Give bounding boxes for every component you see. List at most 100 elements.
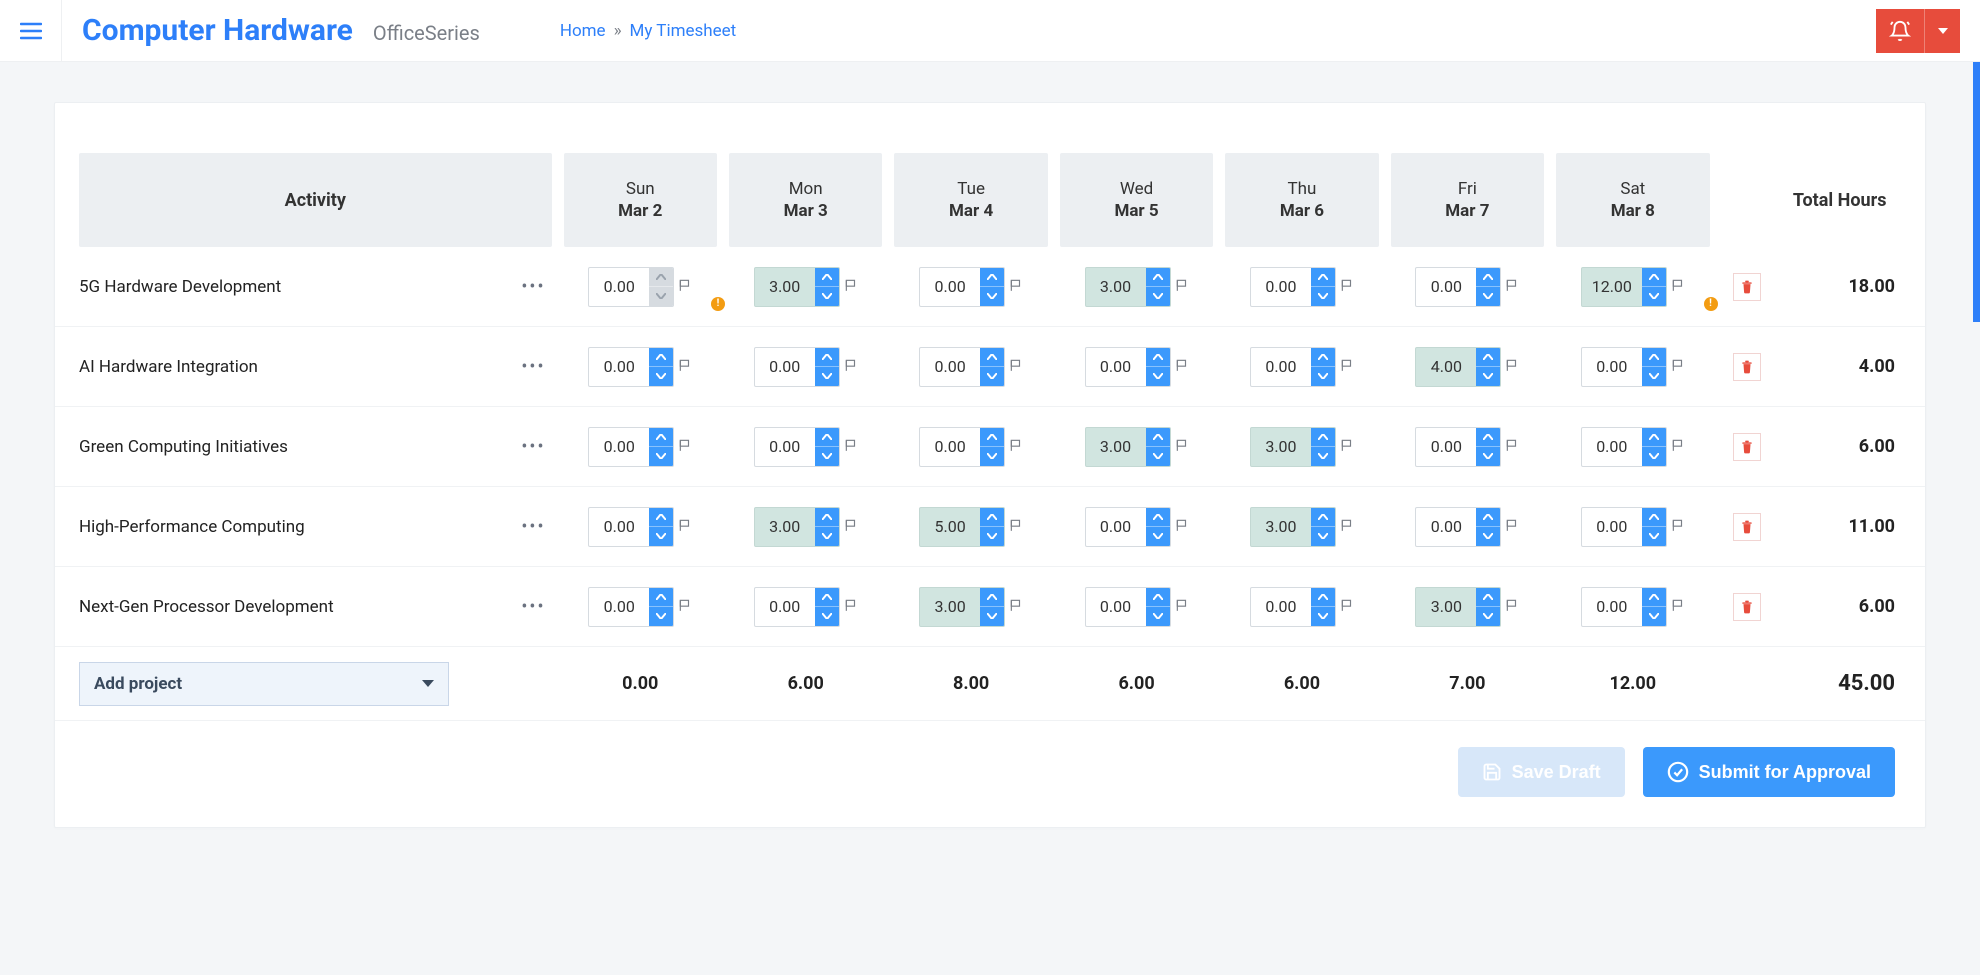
stepper-down-button[interactable] <box>1146 447 1170 466</box>
stepper-up-button[interactable] <box>980 268 1004 288</box>
stepper-down-button[interactable] <box>649 287 673 306</box>
note-icon[interactable] <box>1505 357 1519 376</box>
hour-stepper[interactable]: 3.00 <box>1250 427 1336 467</box>
row-menu-button[interactable]: ••• <box>521 596 545 617</box>
stepper-up-button[interactable] <box>980 428 1004 448</box>
stepper-down-button[interactable] <box>980 367 1004 386</box>
stepper-down-button[interactable] <box>649 607 673 626</box>
delete-row-button[interactable] <box>1733 593 1761 621</box>
note-icon[interactable] <box>1340 437 1354 456</box>
stepper-down-button[interactable] <box>1642 607 1666 626</box>
stepper-up-button[interactable] <box>815 268 839 288</box>
hour-value[interactable]: 0.00 <box>589 588 649 626</box>
stepper-up-button[interactable] <box>1476 428 1500 448</box>
add-project-dropdown[interactable]: Add project <box>79 662 449 706</box>
stepper-down-button[interactable] <box>1476 527 1500 546</box>
hour-stepper[interactable]: 0.00 <box>1250 587 1336 627</box>
stepper-down-button[interactable] <box>1311 367 1335 386</box>
hour-value[interactable]: 3.00 <box>1416 588 1476 626</box>
stepper-down-button[interactable] <box>980 287 1004 306</box>
stepper-down-button[interactable] <box>815 367 839 386</box>
note-icon[interactable] <box>1671 597 1685 616</box>
stepper-down-button[interactable] <box>649 367 673 386</box>
note-icon[interactable] <box>844 357 858 376</box>
hour-stepper[interactable]: 0.00 <box>588 587 674 627</box>
hour-value[interactable]: 5.00 <box>920 508 980 546</box>
hour-stepper[interactable]: 0.00 <box>754 427 840 467</box>
stepper-up-button[interactable] <box>649 588 673 608</box>
hour-value[interactable]: 0.00 <box>1582 348 1642 386</box>
hour-stepper[interactable]: 0.00 <box>1085 587 1171 627</box>
note-icon[interactable] <box>1671 357 1685 376</box>
stepper-up-button[interactable] <box>815 348 839 368</box>
hour-value[interactable]: 0.00 <box>920 348 980 386</box>
hour-value[interactable]: 0.00 <box>755 428 815 466</box>
hour-value[interactable]: 3.00 <box>920 588 980 626</box>
note-icon[interactable] <box>678 357 692 376</box>
stepper-down-button[interactable] <box>1311 287 1335 306</box>
stepper-up-button[interactable] <box>980 508 1004 528</box>
notification-button[interactable] <box>1876 9 1924 53</box>
save-draft-button[interactable]: Save Draft <box>1458 747 1625 797</box>
note-icon[interactable] <box>1175 437 1189 456</box>
hour-stepper[interactable]: 0.00 <box>588 267 674 307</box>
submit-for-approval-button[interactable]: Submit for Approval <box>1643 747 1895 797</box>
breadcrumb-current[interactable]: My Timesheet <box>630 21 737 41</box>
hour-stepper[interactable]: 12.00 <box>1581 267 1667 307</box>
note-icon[interactable] <box>678 517 692 536</box>
stepper-up-button[interactable] <box>1311 268 1335 288</box>
note-icon[interactable] <box>1340 517 1354 536</box>
stepper-down-button[interactable] <box>649 527 673 546</box>
note-icon[interactable] <box>844 517 858 536</box>
hour-value[interactable]: 0.00 <box>920 428 980 466</box>
note-icon[interactable] <box>1505 517 1519 536</box>
row-menu-button[interactable]: ••• <box>521 516 545 537</box>
hour-stepper[interactable]: 0.00 <box>1085 347 1171 387</box>
delete-row-button[interactable] <box>1733 513 1761 541</box>
hour-stepper[interactable]: 0.00 <box>588 347 674 387</box>
hour-stepper[interactable]: 0.00 <box>588 507 674 547</box>
hour-value[interactable]: 0.00 <box>1582 588 1642 626</box>
hour-stepper[interactable]: 3.00 <box>1250 507 1336 547</box>
hour-stepper[interactable]: 3.00 <box>754 507 840 547</box>
hour-value[interactable]: 0.00 <box>589 268 649 306</box>
breadcrumb-home-link[interactable]: Home <box>560 21 606 41</box>
row-menu-button[interactable]: ••• <box>521 276 545 297</box>
note-icon[interactable] <box>844 597 858 616</box>
hour-value[interactable]: 3.00 <box>1251 508 1311 546</box>
hour-value[interactable]: 0.00 <box>589 428 649 466</box>
stepper-up-button[interactable] <box>1476 588 1500 608</box>
stepper-down-button[interactable] <box>1146 367 1170 386</box>
note-icon[interactable] <box>678 437 692 456</box>
note-icon[interactable] <box>844 437 858 456</box>
hour-value[interactable]: 0.00 <box>755 588 815 626</box>
hour-value[interactable]: 12.00 <box>1582 268 1642 306</box>
hour-value[interactable]: 4.00 <box>1416 348 1476 386</box>
hour-stepper[interactable]: 0.00 <box>1415 267 1501 307</box>
hour-stepper[interactable]: 3.00 <box>919 587 1005 627</box>
stepper-up-button[interactable] <box>1311 588 1335 608</box>
stepper-up-button[interactable] <box>1146 428 1170 448</box>
stepper-up-button[interactable] <box>980 588 1004 608</box>
stepper-down-button[interactable] <box>815 287 839 306</box>
hour-value[interactable]: 0.00 <box>1086 348 1146 386</box>
stepper-down-button[interactable] <box>815 447 839 466</box>
note-icon[interactable] <box>1340 597 1354 616</box>
hour-value[interactable]: 0.00 <box>1251 588 1311 626</box>
note-icon[interactable] <box>1671 437 1685 456</box>
hour-value[interactable]: 3.00 <box>1086 428 1146 466</box>
hour-stepper[interactable]: 3.00 <box>1085 267 1171 307</box>
hour-stepper[interactable]: 0.00 <box>1250 267 1336 307</box>
note-icon[interactable] <box>678 277 692 296</box>
note-icon[interactable] <box>1009 357 1023 376</box>
hour-stepper[interactable]: 3.00 <box>1415 587 1501 627</box>
hour-value[interactable]: 0.00 <box>1251 348 1311 386</box>
stepper-down-button[interactable] <box>1146 607 1170 626</box>
note-icon[interactable] <box>1505 437 1519 456</box>
note-icon[interactable] <box>1009 277 1023 296</box>
note-icon[interactable] <box>1009 517 1023 536</box>
hamburger-menu-button[interactable] <box>0 0 62 62</box>
delete-row-button[interactable] <box>1733 433 1761 461</box>
stepper-up-button[interactable] <box>815 508 839 528</box>
hour-value[interactable]: 0.00 <box>1582 428 1642 466</box>
